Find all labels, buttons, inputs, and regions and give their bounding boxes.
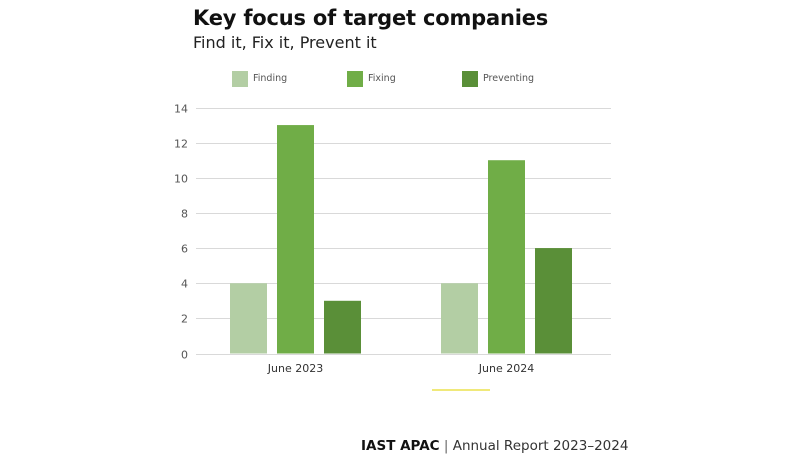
y-tick-label: 2 [181, 313, 188, 326]
legend-swatch-finding [232, 70, 248, 87]
bar-fixing-june-2024 [488, 160, 525, 354]
legend-item-preventing: Preventing [462, 70, 534, 87]
legend-swatch-preventing [462, 70, 478, 87]
x-category-label: June 2023 [267, 362, 323, 375]
chart-title: Key focus of target companies [193, 6, 549, 30]
bar-finding-june-2023 [230, 283, 267, 354]
chart-subtitle: Find it, Fix it, Prevent it [193, 33, 377, 52]
bar-fixing-june-2023 [277, 125, 314, 354]
bar-preventing-june-2024 [535, 248, 572, 354]
legend-label-finding: Finding [253, 73, 288, 84]
footer-brand: IAST APAC [361, 438, 440, 454]
y-tick-label: 0 [181, 349, 188, 362]
legend-item-fixing: Fixing [347, 70, 396, 87]
legend-label-preventing: Preventing [483, 73, 535, 84]
footer-report-title: Annual Report 2023–2024 [452, 438, 629, 454]
legend-label-fixing: Fixing [368, 73, 396, 84]
bars [230, 125, 572, 354]
footer: IAST APAC | Annual Report 2023–2024 [361, 438, 628, 454]
bar-preventing-june-2023 [324, 300, 361, 354]
y-tick-label: 6 [181, 243, 188, 256]
x-axis-labels: June 2023 June 2024 [267, 362, 534, 375]
x-category-label: June 2024 [478, 362, 534, 375]
y-axis-ticks: 0 2 4 6 8 10 12 14 [174, 103, 188, 362]
y-tick-label: 14 [174, 103, 188, 116]
y-tick-label: 4 [181, 278, 188, 291]
accent-divider [432, 389, 490, 391]
y-tick-label: 12 [174, 138, 188, 151]
legend-swatch-fixing [347, 70, 363, 87]
legend-item-finding: Finding [232, 70, 287, 87]
footer-separator: | [439, 438, 453, 454]
y-tick-label: 8 [181, 208, 188, 221]
y-tick-label: 10 [174, 173, 188, 186]
bar-finding-june-2024 [441, 283, 478, 354]
